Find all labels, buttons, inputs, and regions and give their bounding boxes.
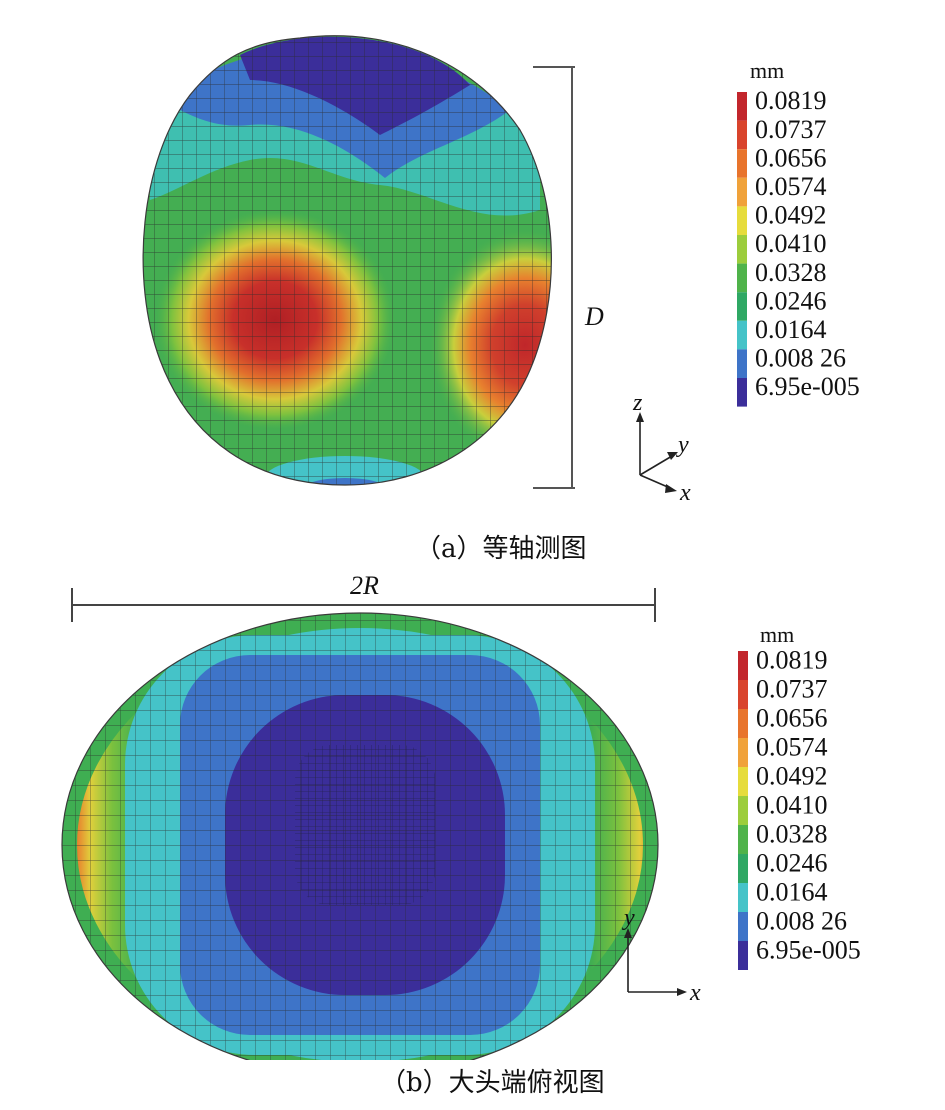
dimension-label-2r: 2R — [350, 571, 379, 600]
figure-b-caption: （b）大头端俯视图 — [380, 1068, 605, 1098]
figure-b-top-view: 2R y x 0.0819 0.0737 0.0656 0 — [0, 560, 945, 1110]
legend-b-label-9: 0.008 26 — [756, 906, 847, 935]
dimension-bar-d — [533, 66, 575, 489]
figure-a-canvas: D z y x 0.08190.07370.06560.05740.04920.… — [142, 35, 860, 506]
legend-b-label-7: 0.0246 — [756, 848, 828, 877]
legend-a-label-6: 0.0328 — [755, 258, 827, 287]
legend-b-swatch-5 — [738, 796, 748, 825]
legend-b-label-6: 0.0328 — [756, 819, 828, 848]
legend-a-swatch-1 — [737, 120, 747, 150]
legend-a-label-9: 0.008 26 — [755, 344, 846, 373]
legend-a-swatch-8 — [737, 320, 747, 350]
legend-a-label-3: 0.0574 — [755, 172, 827, 201]
legend-b-swatch-10 — [738, 941, 748, 970]
legend-b-swatch-4 — [738, 767, 748, 796]
axis-triad-a — [636, 412, 678, 493]
figure-a-isometric: D z y x 0.0819 0.0737 0.0656 0.0574 0.0492 0.… — [142, 35, 860, 564]
legend-b-swatch-3 — [738, 738, 748, 767]
legend-a-swatch-3 — [737, 177, 747, 207]
legend-a-label-4: 0.0492 — [755, 201, 827, 230]
dimension-label-d: D — [584, 302, 604, 331]
legend-a-swatch-6 — [737, 263, 747, 293]
legend-a-swatch-4 — [737, 206, 747, 235]
legend-a-swatch-10 — [737, 378, 747, 407]
axis-label-x: x — [679, 480, 691, 506]
legend-unit-a: mm — [750, 58, 784, 83]
color-legend-a: 0.08190.07370.06560.05740.04920.04100.03… — [737, 86, 860, 407]
legend-b-swatch-8 — [738, 883, 748, 912]
legend-a-label-0: 0.0819 — [755, 86, 827, 115]
legend-a-swatch-2 — [737, 149, 747, 178]
legend-b-label-5: 0.0410 — [756, 790, 828, 819]
legend-b-swatch-2 — [738, 709, 748, 738]
legend-a-swatch-9 — [737, 349, 747, 378]
legend-b-swatch-7 — [738, 854, 748, 883]
egg-top-view-model — [62, 613, 658, 1077]
legend-a-label-8: 0.0164 — [755, 315, 827, 344]
legend-b-label-10: 6.95e-005 — [756, 935, 861, 964]
legend-unit-b: mm — [760, 622, 794, 647]
legend-b-swatch-1 — [738, 680, 748, 709]
legend-b-label-3: 0.0574 — [756, 732, 828, 761]
legend-b-swatch-6 — [738, 825, 748, 854]
legend-b-label-8: 0.0164 — [756, 877, 828, 906]
legend-a-label-5: 0.0410 — [755, 229, 827, 258]
legend-b-label-2: 0.0656 — [756, 703, 828, 732]
legend-a-swatch-7 — [737, 292, 747, 321]
legend-a-label-2: 0.0656 — [755, 143, 827, 172]
legend-a-swatch-5 — [737, 235, 747, 264]
axis-label-z: z — [632, 390, 643, 416]
legend-a-label-1: 0.0737 — [755, 115, 827, 144]
color-legend-b: 0.08190.07370.06560.05740.04920.04100.03… — [738, 645, 861, 970]
legend-b-swatch-0 — [738, 651, 748, 680]
legend-b-swatch-9 — [738, 912, 748, 941]
legend-b-label-1: 0.0737 — [756, 674, 828, 703]
axis-label-y: y — [676, 432, 689, 458]
egg-outline — [142, 35, 552, 486]
legend-a-label-7: 0.0246 — [755, 286, 827, 315]
axis-label-y-b: y — [622, 905, 635, 931]
legend-b-label-0: 0.0819 — [756, 645, 828, 674]
egg-isometric-model — [143, 35, 552, 486]
figure-a-caption: （a）等轴测图 — [415, 534, 587, 564]
axis-triad-b — [624, 928, 687, 996]
dimension-bar-2r — [71, 588, 656, 622]
axis-label-x-b: x — [689, 980, 701, 1006]
legend-a-swatch-0 — [737, 92, 747, 121]
legend-b-label-4: 0.0492 — [756, 761, 828, 790]
legend-a-label-10: 6.95e-005 — [755, 372, 860, 401]
